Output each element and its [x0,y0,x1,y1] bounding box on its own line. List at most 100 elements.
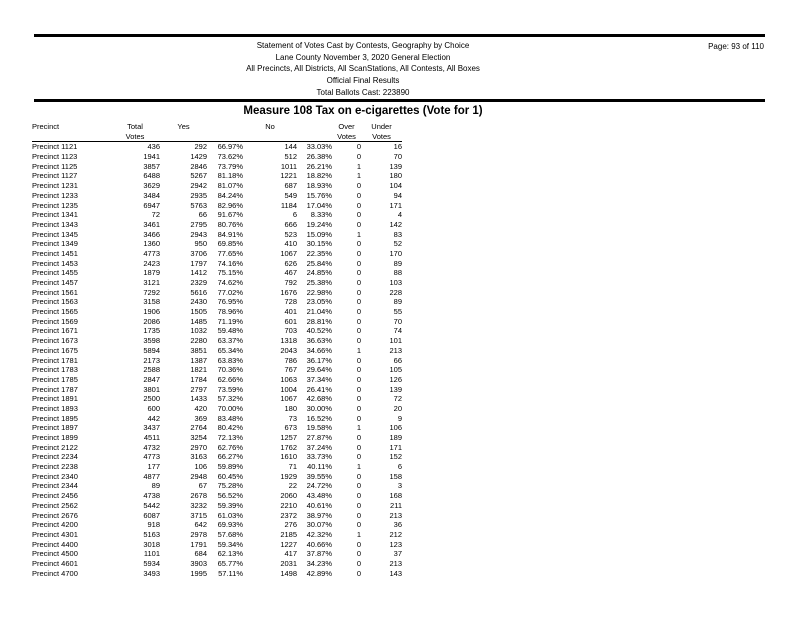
under-votes: 180 [389,171,402,181]
yes-count: 2795 [190,219,207,229]
under-votes: 168 [389,491,402,501]
table-header-row-1: Precinct Total Yes No Over Under [32,122,402,132]
yes-count: 3851 [190,345,207,355]
total-votes: 3598 [143,336,160,346]
no-percent: 30.00% [306,403,332,413]
yes-percent: 84.24% [217,190,243,200]
yes-percent: 59.34% [217,539,243,549]
precinct-name: Precinct 1233 [32,190,78,200]
no-count: 2060 [280,491,297,501]
total-votes: 2847 [143,374,160,384]
no-count: 73 [288,413,297,423]
no-percent: 43.48% [306,491,332,501]
under-votes: 88 [393,268,402,278]
under-votes: 55 [393,307,402,317]
no-percent: 40.61% [306,500,332,510]
total-votes: 1906 [143,307,160,317]
total-votes: 5894 [143,345,160,355]
yes-count: 1032 [190,326,207,336]
yes-percent: 78.96% [217,307,243,317]
report-header-line: All Precincts, All Districts, All ScanSt… [246,64,480,74]
yes-percent: 71.19% [217,316,243,326]
total-votes: 5934 [143,558,160,568]
report-header-line: Lane County November 3, 2020 General Ele… [275,52,451,62]
no-count: 1762 [280,442,297,452]
yes-percent: 59.48% [217,326,243,336]
under-votes: 211 [390,500,402,510]
precinct-name: Precinct 4700 [32,568,78,578]
no-count: 1610 [280,452,297,462]
no-count: 1067 [280,248,297,258]
over-votes: 0 [356,452,361,462]
under-votes: 3 [397,481,402,491]
yes-percent: 59.89% [217,462,243,472]
no-percent: 42.32% [306,529,332,539]
over-votes: 0 [356,336,361,346]
no-count: 1498 [280,568,297,578]
column-header-yes: Yes [177,122,190,131]
yes-percent: 60.45% [217,471,243,481]
yes-count: 1429 [190,152,207,162]
no-percent: 39.55% [306,471,332,481]
precinct-name: Precinct 4301 [32,529,78,539]
table-header-row-2: Votes Votes Votes [32,131,402,143]
yes-percent: 91.67% [217,210,243,220]
table-row: Precinct 1233 3484 2935 84.24% 549 15.76% 0 94 [32,191,402,201]
yes-percent: 75.15% [217,268,243,278]
under-votes: 158 [389,471,402,481]
yes-count: 106 [194,462,207,472]
no-count: 144 [284,142,297,152]
total-votes: 1101 [143,549,160,559]
column-header-spacer [207,131,243,143]
total-votes: 3466 [143,229,160,239]
table-row: Precinct 1451 4773 3706 77.65% 1067 22.35% 0 17… [32,249,402,259]
over-votes: 0 [356,181,361,191]
total-votes: 2500 [143,394,160,404]
over-votes: 0 [356,394,361,404]
no-count: 1257 [280,433,297,442]
under-votes: 89 [393,297,402,307]
precinct-name: Precinct 1127 [32,171,78,181]
table-row: Precinct 1127 6488 5267 81.18% 1221 18.82% 1 18… [32,171,402,181]
total-votes: 7292 [143,287,160,297]
precinct-name: Precinct 2676 [32,510,78,520]
yes-percent: 74.62% [217,278,243,287]
table-row: Precinct 1565 1906 1505 78.96% 401 21.04% 0 55 [32,307,402,317]
no-percent: 18.93% [306,181,332,191]
under-votes: 106 [389,423,402,433]
no-percent: 23.05% [306,297,332,307]
table-row: Precinct 2234 4773 3163 66.27% 1610 33.73% 0 15… [32,452,402,462]
total-votes: 1735 [143,326,160,336]
over-votes: 0 [356,365,361,375]
no-count: 2210 [280,500,297,510]
table-row: Precinct 1125 3857 2846 73.79% 1011 26.21% 1 13… [32,162,402,172]
precinct-name: Precinct 2340 [32,471,78,481]
precinct-name: Precinct 1345 [32,229,78,239]
no-percent: 28.81% [306,316,332,326]
over-votes: 0 [356,210,361,220]
yes-count: 2948 [190,471,207,481]
precinct-name: Precinct 1897 [32,423,78,433]
column-header-total: Total [127,122,143,131]
no-count: 401 [284,307,297,317]
yes-count: 3163 [190,452,207,462]
yes-count: 67 [198,481,207,491]
precinct-name: Precinct 1673 [32,336,78,346]
yes-percent: 65.77% [217,558,243,568]
total-votes: 89 [151,481,160,491]
precinct-name: Precinct 2344 [32,481,78,491]
no-percent: 22.98% [306,287,332,297]
yes-percent: 63.83% [217,355,243,365]
table-row: Precinct 1569 2086 1485 71.19% 601 28.81% 0 70 [32,317,402,327]
under-votes: 83 [393,229,402,239]
total-votes: 3484 [143,190,160,200]
no-percent: 40.52% [306,326,332,336]
column-header-total-votes: Votes [110,131,160,143]
over-votes: 0 [356,539,361,549]
no-percent: 27.87% [306,433,332,442]
under-votes: 9 [397,413,402,423]
over-votes: 0 [356,326,361,336]
no-percent: 26.41% [306,384,332,394]
yes-count: 2978 [190,529,207,539]
report-header-line: Statement of Votes Cast by Contests, Geo… [256,41,470,50]
